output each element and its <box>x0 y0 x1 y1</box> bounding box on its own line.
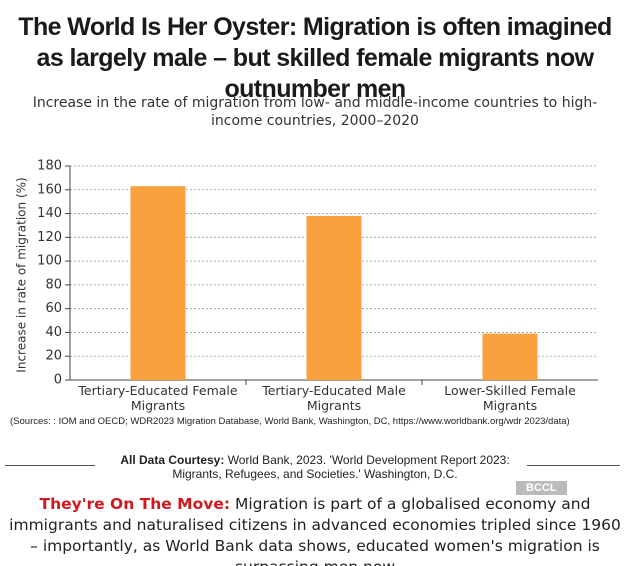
y-tick-label: 100 <box>37 254 62 269</box>
courtesy-label: All Data Courtesy: <box>120 453 225 467</box>
x-tick-label: Lower-Skilled Female Migrants <box>444 383 576 413</box>
footer-lead: They're On The Move: <box>39 495 231 513</box>
bar <box>130 186 186 380</box>
watermark: BCCL <box>516 481 567 495</box>
y-axis-label: Increase in rate of migration (%) <box>15 177 29 372</box>
chart-subtitle: Increase in the rate of migration from l… <box>32 95 598 129</box>
y-tick-label: 120 <box>37 230 62 245</box>
y-tick-label: 140 <box>37 206 62 221</box>
x-tick-label: Tertiary-Educated Male Migrants <box>262 383 406 413</box>
divider <box>5 465 95 466</box>
x-tick-label: Tertiary-Educated Female Migrants <box>78 383 238 413</box>
y-tick-label: 160 <box>37 182 62 197</box>
y-tick-label: 20 <box>45 349 62 364</box>
footer-text: Migration is part of a globalised econom… <box>9 495 621 566</box>
y-tick-label: 80 <box>45 277 62 292</box>
y-tick-label: 0 <box>54 373 62 388</box>
chart: Increase in rate of migration (%) 0 20 40 6… <box>15 159 598 388</box>
bar <box>306 215 362 380</box>
data-courtesy: All Data Courtesy: World Bank, 2023. 'Wo… <box>100 453 530 481</box>
y-tick-label: 60 <box>45 301 62 316</box>
chart-title: The World Is Her Oyster: Migration is of… <box>18 13 612 103</box>
y-tick-label: 180 <box>37 159 62 174</box>
bar <box>482 333 538 380</box>
courtesy-text: World Bank, 2023. 'World Development Rep… <box>172 453 510 481</box>
footer: They're On The Move: Migration is part o… <box>4 494 626 566</box>
y-tick-label: 40 <box>45 325 62 340</box>
divider <box>527 465 620 466</box>
sources: (Sources: : IOM and OECD; WDR2023 Migrat… <box>10 416 570 427</box>
